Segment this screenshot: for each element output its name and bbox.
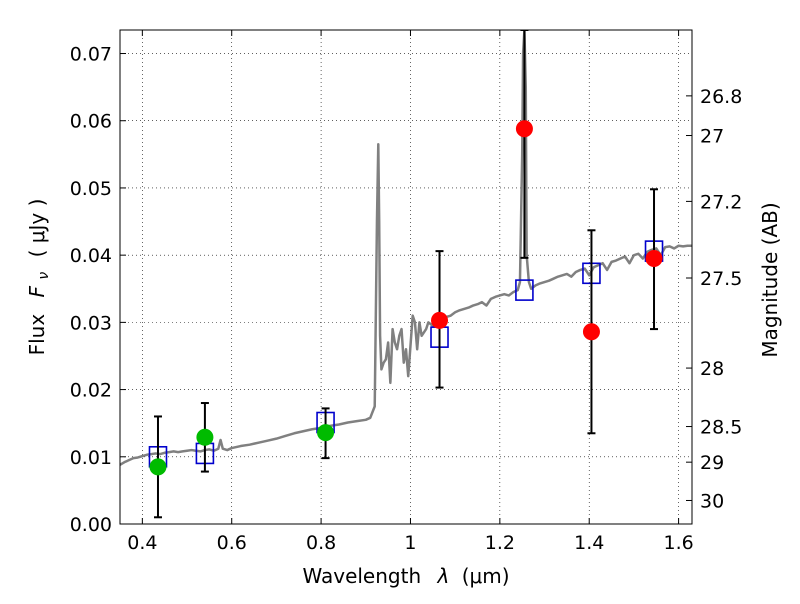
- x-tick-label: 1.4: [574, 532, 604, 554]
- plot-frame: [119, 29, 693, 525]
- y2-tick-label: 27: [700, 126, 724, 148]
- y2-tick-label: 27.5: [700, 268, 742, 290]
- y-tick-label: 0.06: [70, 111, 112, 133]
- x-tick-label: 1: [404, 532, 416, 554]
- y-axis-label-subscript: ν: [36, 272, 52, 280]
- y-tick-label: 0.02: [70, 380, 112, 402]
- x-axis-label-symbol: λ: [437, 564, 450, 588]
- y-tick-label: 0.01: [70, 447, 112, 469]
- x-axis-label: Wavelength λ (μm): [302, 564, 509, 588]
- y2-tick-label: 29: [700, 452, 724, 474]
- x-axis-label-unit: (μm): [462, 564, 510, 588]
- y-axis-label-text: Flux: [25, 314, 49, 356]
- y2-tick-label: 28: [700, 358, 724, 380]
- nir-data-point: [431, 311, 449, 329]
- y2-tick-label: 27.2: [700, 191, 742, 213]
- x-tick-label: 0.4: [127, 532, 157, 554]
- x-tick-label: 1.2: [485, 532, 515, 554]
- x-tick-label: 0.8: [306, 532, 336, 554]
- y2-axis-label: Magnitude (AB): [758, 202, 782, 357]
- y2-tick-label: 28.5: [700, 417, 742, 439]
- x-tick-label: 0.6: [217, 532, 247, 554]
- y2-tick-label: 26.8: [700, 86, 742, 108]
- nir-data-point: [582, 323, 600, 341]
- optical-data-point: [317, 424, 335, 442]
- y2-tick-label: 30: [700, 490, 724, 512]
- x-axis-label-text: Wavelength: [302, 564, 421, 588]
- y-tick-label: 0.04: [70, 245, 112, 267]
- model-flux-square: [515, 279, 534, 301]
- y-tick-label: 0.05: [70, 178, 112, 200]
- y-axis-label-unit: ( μJy ): [25, 199, 49, 258]
- optical-data-point: [149, 458, 167, 476]
- spectrum-line: [120, 30, 692, 466]
- nir-data-point: [515, 120, 533, 138]
- x-tick-label: 1.6: [663, 532, 693, 554]
- nir-data-point: [645, 250, 663, 268]
- y-axis-label: Flux F ν ( μJy ): [25, 199, 53, 356]
- y-tick-label: 0.03: [70, 312, 112, 334]
- y-axis-label-symbol: F: [25, 285, 49, 297]
- y-tick-label: 0.00: [70, 514, 112, 536]
- y-tick-label: 0.07: [70, 44, 112, 66]
- optical-data-point: [196, 428, 214, 446]
